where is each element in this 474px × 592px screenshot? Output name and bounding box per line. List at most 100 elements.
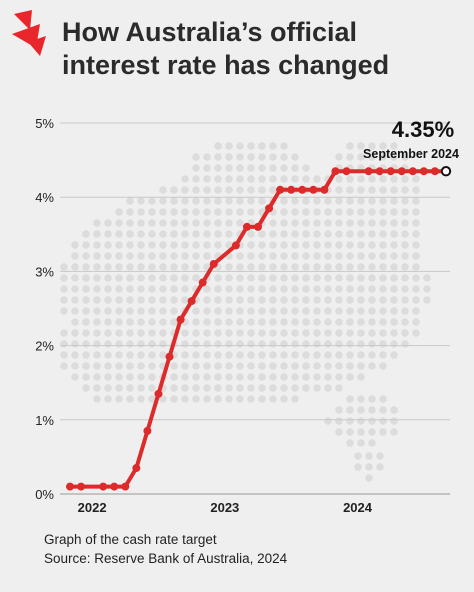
map-dot-20	[280, 153, 288, 161]
map-dot-200	[324, 230, 332, 238]
map-dot-398	[324, 296, 332, 304]
map-dot-700	[376, 463, 384, 471]
data-point	[154, 389, 163, 398]
map-dot-430	[302, 307, 310, 315]
map-dot-135	[280, 208, 288, 216]
map-dot-2	[236, 142, 244, 150]
map-dot-477	[104, 329, 112, 337]
map-dot-405	[401, 296, 409, 304]
map-dot-522	[236, 340, 244, 348]
data-point	[110, 482, 119, 491]
map-dot-271	[401, 252, 409, 260]
map-dot-361	[291, 285, 299, 293]
map-dot-632	[148, 384, 156, 392]
map-dot-263	[313, 252, 321, 260]
map-dot-463	[313, 318, 321, 326]
footer: Graph of the cash rate target Source: Re…	[44, 530, 287, 568]
map-dot-543	[115, 351, 123, 359]
map-dot-156	[181, 219, 189, 227]
map-dot-358	[258, 285, 266, 293]
map-dot-404	[390, 296, 398, 304]
map-dot-434	[346, 307, 354, 315]
map-dot-120	[115, 208, 123, 216]
map-dot-684	[379, 417, 387, 425]
map-dot-328	[302, 274, 310, 282]
x-tick-label: 2022	[78, 500, 107, 515]
map-dot-93	[126, 197, 134, 205]
map-dot-148	[93, 219, 101, 227]
map-dot-675	[357, 406, 365, 414]
map-dot-11	[390, 142, 398, 150]
map-dot-67	[401, 175, 409, 183]
map-dot-694	[368, 439, 376, 447]
map-dot-36	[269, 164, 277, 172]
map-dot-412	[104, 307, 112, 315]
map-dot-316	[170, 274, 178, 282]
y-tick-label: 1%	[35, 413, 54, 428]
map-dot-225	[247, 241, 255, 249]
map-dot-251	[181, 252, 189, 260]
map-dot-24	[357, 153, 365, 161]
data-point	[375, 167, 384, 176]
map-dot-610	[192, 373, 200, 381]
map-dot-96	[159, 197, 167, 205]
map-dot-351	[181, 285, 189, 293]
map-dot-648	[324, 384, 332, 392]
map-dot-662	[225, 395, 233, 403]
map-dot-631	[137, 384, 145, 392]
map-dot-643	[269, 384, 277, 392]
map-dot-76	[236, 186, 244, 194]
map-dot-348	[148, 285, 156, 293]
map-dot-583	[214, 362, 222, 370]
map-dot-239	[401, 241, 409, 249]
y-tick-label: 5%	[35, 116, 54, 131]
map-dot-646	[302, 384, 310, 392]
map-dot-101	[214, 197, 222, 205]
map-dot-89	[379, 186, 387, 194]
data-point	[242, 222, 251, 231]
map-dot-630	[126, 384, 134, 392]
map-dot-177	[412, 219, 420, 227]
map-dot-417	[159, 307, 167, 315]
map-dot-458	[258, 318, 266, 326]
y-tick-label: 4%	[35, 190, 54, 205]
map-dot-86	[346, 186, 354, 194]
map-dot-64	[368, 175, 376, 183]
map-dot-572	[93, 362, 101, 370]
map-dot-260	[280, 252, 288, 260]
map-dot-366	[346, 285, 354, 293]
data-point	[430, 167, 439, 176]
map-dot-209	[71, 241, 79, 249]
map-dot-490	[247, 329, 255, 337]
map-dot-302	[379, 263, 387, 271]
map-dot-641	[247, 384, 255, 392]
map-dot-691	[390, 428, 398, 436]
map-dot-383	[159, 296, 167, 304]
map-dot-642	[258, 384, 266, 392]
map-dot-159	[214, 219, 222, 227]
x-tick-label: 2024	[343, 500, 373, 515]
map-dot-97	[170, 197, 178, 205]
map-dot-371	[401, 285, 409, 293]
map-dot-573	[104, 362, 112, 370]
map-dot-74	[214, 186, 222, 194]
map-dot-635	[181, 384, 189, 392]
map-dot-4	[258, 142, 266, 150]
map-dot-202	[346, 230, 354, 238]
map-dot-229	[291, 241, 299, 249]
map-dot-126	[181, 208, 189, 216]
map-dot-513	[137, 340, 145, 348]
map-dot-266	[346, 252, 354, 260]
map-dot-207	[401, 230, 409, 238]
map-dot-444	[104, 318, 112, 326]
map-dot-6	[280, 142, 288, 150]
map-dot-203	[357, 230, 365, 238]
map-dot-132	[247, 208, 255, 216]
map-dot-313	[137, 274, 145, 282]
map-dot-69	[159, 186, 167, 194]
map-dot-569	[60, 362, 68, 370]
data-point	[121, 482, 130, 491]
map-dot-279	[126, 263, 134, 271]
map-dot-282	[159, 263, 167, 271]
map-dot-527	[291, 340, 299, 348]
